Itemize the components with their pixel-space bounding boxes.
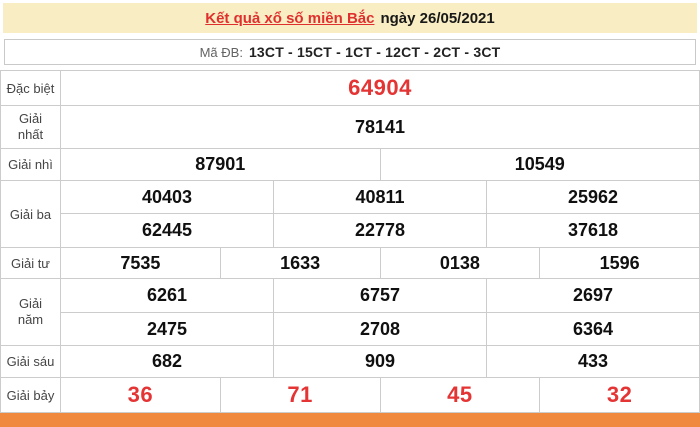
prize-value-sixth-3: 433	[486, 345, 700, 378]
prize-value-fifth-1: 6261	[60, 278, 274, 313]
prize-value-fifth-6: 6364	[486, 312, 700, 346]
prize-value-special: 64904	[60, 70, 700, 106]
row-fifth-2: 2475 2708 6364	[1, 312, 700, 346]
prize-label-first: Giải nhất	[0, 105, 61, 149]
row-sixth: Giải sáu 682 909 433	[0, 345, 700, 378]
prize-label-second: Giải nhì	[0, 148, 61, 181]
prize-label-first-text: Giải nhất	[17, 110, 44, 142]
prize-value-sixth-2: 909	[273, 345, 487, 378]
prize-value-fifth-2: 6757	[273, 278, 487, 313]
prize-label-sixth: Giải sáu	[0, 345, 61, 378]
prize-value-third-6: 37618	[486, 213, 700, 248]
special-code-row: Mã ĐB: 13CT - 15CT - 1CT - 12CT - 2CT - …	[4, 39, 696, 65]
prize-value-third-2: 40811	[273, 180, 487, 214]
prize-value-third-1: 40403	[60, 180, 274, 214]
code-values: 13CT - 15CT - 1CT - 12CT - 2CT - 3CT	[248, 44, 501, 60]
prize-label-fifth: Giải năm	[0, 278, 61, 346]
prize-value-fifth-4: 2475	[60, 312, 274, 346]
row-third-2: 62445 22778 37618	[1, 213, 700, 248]
title-link[interactable]: Kết quả xổ số miền Bắc	[205, 9, 375, 27]
row-third-1: Giải ba 40403 40811 25962	[0, 180, 700, 248]
prize-value-fifth-3: 2697	[486, 278, 700, 313]
code-label: Mã ĐB:	[199, 44, 243, 60]
prize-label-special: Đặc biệt	[0, 70, 61, 106]
row-first: Giải nhất 78141	[0, 105, 700, 149]
page-header: Kết quả xổ số miền Bắc ngày 26/05/2021	[3, 3, 697, 33]
prize-value-seventh-1: 36	[60, 377, 221, 413]
prize-value-fourth-4: 1596	[539, 247, 700, 279]
prize-value-fifth-5: 2708	[273, 312, 487, 346]
prize-value-first: 78141	[60, 105, 700, 149]
prize-value-sixth-1: 682	[60, 345, 274, 378]
prize-value-seventh-3: 45	[379, 377, 541, 413]
prize-value-seventh-4: 32	[539, 377, 700, 413]
footer-banner	[0, 413, 700, 427]
prize-value-fourth-1: 7535	[60, 247, 221, 279]
row-seventh: Giải bảy 36 71 45 32	[0, 377, 700, 413]
row-special: Đặc biệt 64904	[0, 70, 700, 106]
prize-value-third-3: 25962	[486, 180, 700, 214]
prize-value-fourth-2: 1633	[219, 247, 381, 279]
row-second: Giải nhì 87901 10549	[0, 148, 700, 181]
prize-label-seventh: Giải bảy	[0, 377, 61, 413]
prize-label-third: Giải ba	[0, 180, 61, 248]
results-table: Đặc biệt 64904 Giải nhất 78141 Giải nhì …	[0, 70, 700, 413]
prize-value-third-5: 22778	[273, 213, 487, 248]
header-date: ngày 26/05/2021	[380, 9, 495, 27]
prize-label-fifth-text: Giải năm	[17, 295, 44, 327]
prize-value-second-1: 87901	[60, 148, 381, 181]
prize-label-fourth: Giải tư	[0, 247, 61, 279]
row-fifth-1: Giải năm 6261 6757 2697	[0, 278, 700, 346]
row-fourth: Giải tư 7535 1633 0138 1596	[0, 247, 700, 279]
prize-value-second-2: 10549	[379, 148, 700, 181]
prize-value-fourth-3: 0138	[379, 247, 541, 279]
prize-value-seventh-2: 71	[219, 377, 381, 413]
prize-value-third-4: 62445	[60, 213, 274, 248]
